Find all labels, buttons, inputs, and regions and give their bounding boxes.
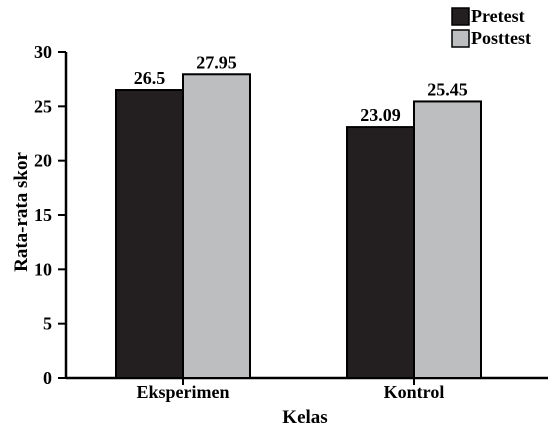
bar-posttest-kontrol xyxy=(413,100,482,380)
y-tick-label: 20 xyxy=(34,151,52,171)
legend-label: Pretest xyxy=(471,6,525,26)
x-tick-label: Kontrol xyxy=(384,382,445,402)
bar-pretest-kontrol xyxy=(346,126,415,379)
y-tick-label: 25 xyxy=(34,96,52,116)
bar-posttest-eksperimen xyxy=(182,73,251,379)
data-label: 27.95 xyxy=(196,52,237,72)
legend-label: Posttest xyxy=(471,28,531,48)
data-label: 25.45 xyxy=(427,79,468,99)
x-tick-label: Eksperimen xyxy=(136,382,229,402)
data-label: 23.09 xyxy=(360,105,401,125)
y-axis-title: Rata-rata skor xyxy=(11,152,32,272)
x-axis: Eksperimen Kontrol xyxy=(66,376,548,402)
y-tick-label: 30 xyxy=(34,42,52,62)
y-tick-label: 5 xyxy=(43,314,52,334)
x-axis-title: Kelas xyxy=(282,407,327,428)
y-tick-label: 15 xyxy=(34,205,52,225)
legend-swatch xyxy=(451,29,470,48)
y-axis: 0 5 10 15 20 25 30 xyxy=(34,42,68,388)
y-tick-label: 0 xyxy=(43,368,52,388)
y-tick-label: 10 xyxy=(34,259,52,279)
data-label: 26.5 xyxy=(134,68,166,88)
bar-pretest-eksperimen xyxy=(115,89,184,380)
legend-swatch xyxy=(451,7,470,26)
